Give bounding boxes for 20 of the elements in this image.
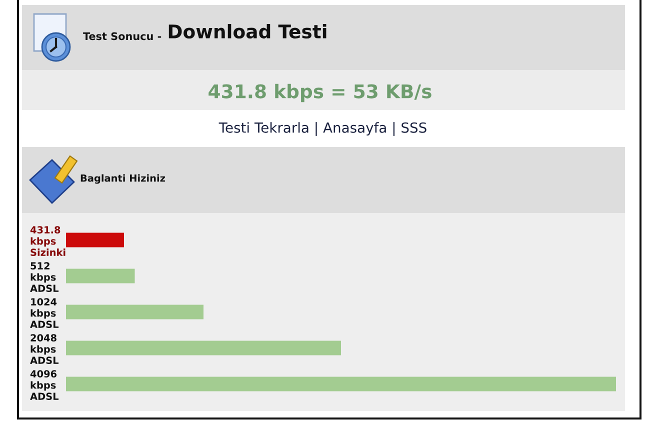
- chart-title: Download Testi: [168, 24, 326, 39]
- data-label: 431.8 kbps: [30, 226, 60, 247]
- data-label: 2048 kbps: [30, 334, 56, 355]
- y-tick-label: ADSL: [30, 284, 59, 292]
- y-tick-label: ADSL: [30, 320, 59, 328]
- data-label: 512 kbps: [30, 262, 56, 283]
- text: Testi Tekrarla | Anasayfa | SSS: [218, 122, 426, 136]
- y-tick-label: ADSL: [30, 356, 59, 364]
- data-label: 4096 kbps: [30, 370, 57, 391]
- bar: [66, 340, 341, 356]
- bar: [66, 376, 616, 392]
- data-label: 1024 kbps: [30, 298, 57, 319]
- bar: [66, 232, 124, 248]
- y-tick-label: ADSL: [30, 392, 59, 400]
- bar: [66, 268, 135, 284]
- y-tick-label: Sizinki: [30, 248, 66, 256]
- text: 431.8 kbps = 53 KB/s: [208, 84, 432, 102]
- text: Baglanti Hiziniz: [80, 174, 166, 184]
- bar: [66, 304, 204, 320]
- chart-subtitle: Test Sonucu -: [83, 32, 162, 40]
